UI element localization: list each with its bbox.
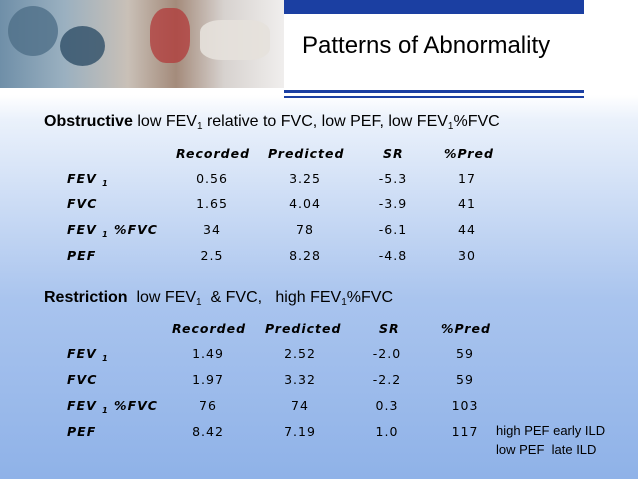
table-cell: -2.2 — [372, 372, 402, 387]
photo-figure — [150, 8, 190, 63]
obstructive-heading: Obstructive — [44, 113, 133, 130]
note-high-pef: high PEF early ILD — [496, 423, 606, 438]
table-cell: 1.49 — [192, 346, 224, 361]
title-bar-stripe — [284, 90, 584, 93]
desc-text: %FVC — [453, 113, 500, 130]
desc-text: low FEV — [127, 289, 197, 306]
slide-title: Patterns of Abnormality — [302, 32, 551, 59]
table-cell: 3.25 — [289, 171, 321, 186]
desc-sub: 1 — [196, 121, 203, 132]
table-cell: 17 — [458, 171, 476, 186]
column-header-predicted: Predicted — [265, 321, 342, 336]
photo-figure — [200, 20, 270, 60]
table-cell: -6.1 — [378, 222, 408, 237]
table-cell: 0.3 — [375, 398, 399, 413]
table-cell: 2.52 — [284, 346, 316, 361]
row-label: FEV 1 %FVC — [67, 398, 158, 415]
table-cell: 0.56 — [196, 171, 228, 186]
column-header-pred: %Pred — [444, 146, 494, 161]
column-header-sr: SR — [383, 146, 404, 161]
table-cell: -5.3 — [378, 171, 408, 186]
table-cell: 2.5 — [200, 248, 224, 263]
title-bar-stripe — [284, 96, 584, 98]
table-cell: 1.97 — [192, 372, 224, 387]
column-header-predicted: Predicted — [268, 146, 345, 161]
slide-header: Patterns of Abnormality — [0, 0, 638, 98]
table-cell: 76 — [199, 398, 217, 413]
table-cell: 4.04 — [289, 196, 321, 211]
column-header-recorded: Recorded — [172, 321, 247, 336]
title-bar-top — [284, 0, 584, 14]
table-cell: 8.28 — [289, 248, 321, 263]
restriction-description: Restriction low FEV1 & FVC, high FEV1%FV… — [44, 289, 393, 308]
table-cell: 74 — [291, 398, 309, 413]
table-cell: -2.0 — [372, 346, 402, 361]
table-cell: 34 — [203, 222, 221, 237]
table-cell: 59 — [456, 346, 474, 361]
photo-figure — [8, 6, 58, 56]
obstructive-description: Obstructive low FEV1 relative to FVC, lo… — [44, 113, 500, 132]
clinical-photo — [0, 0, 320, 88]
row-label: FVC — [67, 372, 98, 387]
row-label: PEF — [67, 248, 97, 263]
title-bar-body — [284, 14, 584, 90]
table-cell: 78 — [296, 222, 314, 237]
table-cell: 44 — [458, 222, 476, 237]
row-label: FEV 1 — [67, 171, 109, 188]
table-cell: 3.32 — [284, 372, 316, 387]
row-label: FEV 1 — [67, 346, 109, 363]
table-cell: 1.0 — [375, 424, 399, 439]
table-cell: -3.9 — [378, 196, 408, 211]
note-low-pef: low PEF late ILD — [496, 442, 597, 457]
table-cell: 59 — [456, 372, 474, 387]
table-cell: 8.42 — [192, 424, 224, 439]
table-cell: 41 — [458, 196, 476, 211]
row-label: FVC — [67, 196, 98, 211]
photo-figure — [60, 26, 105, 66]
column-header-pred: %Pred — [441, 321, 491, 336]
column-header-sr: SR — [379, 321, 400, 336]
row-label: FEV 1 %FVC — [67, 222, 158, 239]
title-bar — [284, 0, 584, 98]
desc-text: & FVC, high FEV — [201, 289, 342, 306]
table-cell: 103 — [451, 398, 479, 413]
desc-text: %FVC — [346, 289, 394, 306]
desc-text: low FEV — [132, 113, 197, 130]
restriction-heading: Restriction — [44, 289, 128, 306]
table-cell: 1.65 — [196, 196, 228, 211]
table-cell: 117 — [451, 424, 479, 439]
table-cell: -4.8 — [378, 248, 408, 263]
desc-sub: 1 — [447, 121, 454, 132]
desc-sub: 1 — [196, 297, 202, 308]
table-cell: 30 — [458, 248, 476, 263]
row-label: PEF — [67, 424, 97, 439]
desc-sub: 1 — [341, 297, 347, 308]
table-cell: 7.19 — [284, 424, 316, 439]
column-header-recorded: Recorded — [176, 146, 251, 161]
desc-text: relative to FVC, low PEF, low FEV — [202, 113, 448, 130]
